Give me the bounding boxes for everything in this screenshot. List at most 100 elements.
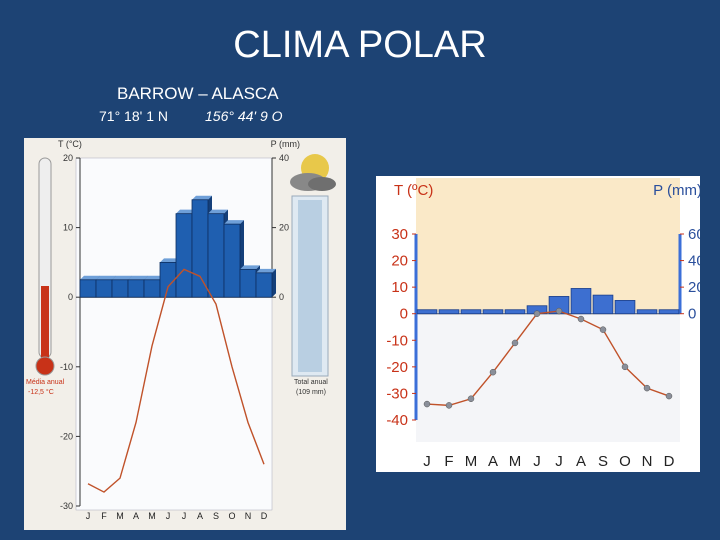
temperature-point bbox=[665, 392, 673, 400]
precipitation-tick-label: 60 bbox=[688, 226, 700, 243]
month-label: A bbox=[133, 511, 139, 521]
precipitation-bar bbox=[111, 279, 129, 298]
rain-gauge-value: (109 mm) bbox=[296, 389, 326, 396]
right-plot-area bbox=[416, 312, 680, 442]
bar-top-face bbox=[128, 275, 148, 280]
month-label: J bbox=[423, 453, 431, 470]
precipitation-tick-label: 20 bbox=[279, 223, 289, 233]
precipitation-bar bbox=[95, 279, 113, 298]
temperature-point bbox=[511, 339, 519, 347]
bar-side-face bbox=[272, 268, 276, 298]
bar-top-face bbox=[240, 265, 260, 270]
temperature-line bbox=[426, 310, 670, 407]
precipitation-tick-label: 0 bbox=[279, 292, 284, 302]
precipitation-bar bbox=[79, 279, 97, 298]
latitude: 71° 18' 1 N bbox=[99, 108, 168, 124]
temperature-tick-label: -30 bbox=[60, 501, 73, 511]
temperature-tick-label: 10 bbox=[63, 223, 73, 233]
precipitation-axis-label: P (mm) bbox=[653, 182, 700, 199]
temperature-point bbox=[423, 400, 431, 408]
bar-top-face bbox=[96, 275, 116, 280]
month-label: O bbox=[228, 511, 235, 521]
month-label: D bbox=[664, 453, 675, 470]
month-label: N bbox=[642, 453, 653, 470]
temperature-point bbox=[489, 368, 497, 376]
month-label: J bbox=[86, 511, 91, 521]
precipitation-bar bbox=[207, 213, 225, 298]
temperature-axis-label: T (°C) bbox=[58, 139, 82, 149]
precipitation-bar bbox=[592, 294, 614, 315]
month-label: F bbox=[444, 453, 453, 470]
right-climograph: 3020100-10-20-30-406040200JFMAMJJASONDT … bbox=[376, 176, 700, 472]
precipitation-tick-label: 0 bbox=[688, 306, 696, 323]
bar-top-face bbox=[112, 275, 132, 280]
precipitation-bar bbox=[191, 199, 209, 298]
temperature-point bbox=[555, 307, 563, 315]
temperature-line bbox=[87, 268, 265, 493]
temperature-tick-label: 10 bbox=[391, 279, 408, 296]
bar-top-face bbox=[192, 195, 212, 200]
bar-top-face bbox=[208, 209, 228, 214]
thermometer-value: -12,5 °C bbox=[28, 388, 54, 396]
precipitation-bar bbox=[223, 223, 241, 298]
month-label: N bbox=[245, 511, 252, 521]
precipitation-bar bbox=[127, 279, 145, 298]
temperature-point bbox=[533, 310, 541, 317]
month-label: A bbox=[197, 511, 203, 521]
temperature-tick-label: -10 bbox=[386, 332, 408, 349]
precipitation-bar bbox=[255, 272, 273, 298]
precipitation-bar bbox=[482, 309, 504, 315]
precipitation-bar bbox=[658, 309, 680, 315]
bar-top-face bbox=[80, 275, 100, 280]
temperature-point bbox=[445, 402, 453, 409]
month-label: A bbox=[488, 453, 498, 470]
month-label: M bbox=[116, 511, 124, 521]
precipitation-bar bbox=[614, 300, 636, 315]
precipitation-bar bbox=[239, 268, 257, 298]
precipitation-bar bbox=[143, 279, 161, 298]
month-label: J bbox=[182, 511, 187, 521]
precipitation-bar bbox=[175, 213, 193, 298]
temperature-point bbox=[621, 363, 629, 371]
bar-top-face bbox=[256, 268, 276, 273]
month-label: S bbox=[598, 453, 608, 470]
temperature-tick-label: 30 bbox=[391, 226, 408, 243]
temperature-tick-label: -20 bbox=[60, 431, 73, 441]
precipitation-tick-label: 40 bbox=[279, 153, 289, 163]
month-label: D bbox=[261, 511, 268, 521]
temperature-tick-label: -40 bbox=[386, 412, 408, 429]
month-label: M bbox=[465, 453, 478, 470]
temperature-tick-label: 20 bbox=[391, 253, 408, 270]
month-label: J bbox=[555, 453, 563, 470]
precipitation-bar bbox=[460, 309, 482, 315]
temperature-tick-label: -10 bbox=[60, 362, 73, 372]
left-plot-area bbox=[75, 157, 273, 511]
thermometer-icon bbox=[35, 157, 55, 376]
temperature-point bbox=[467, 395, 475, 402]
precipitation-bar bbox=[570, 288, 592, 315]
month-label: M bbox=[148, 511, 156, 521]
bar-top-face bbox=[160, 258, 180, 263]
temperature-tick-label: -30 bbox=[386, 385, 408, 402]
thermometer-label: Média anual bbox=[26, 379, 65, 386]
month-label: A bbox=[576, 453, 586, 470]
station-name: BARROW – ALASCA bbox=[117, 84, 279, 103]
month-label: J bbox=[533, 453, 541, 470]
rain-gauge-label: Total anual bbox=[294, 379, 328, 386]
month-label: J bbox=[166, 511, 171, 521]
temperature-point bbox=[643, 384, 651, 392]
precipitation-axis-label: P (mm) bbox=[271, 139, 300, 149]
precipitation-bar bbox=[504, 309, 526, 315]
bar-top-face bbox=[176, 209, 196, 214]
temperature-axis-label: T (ºC) bbox=[394, 182, 433, 199]
temperature-tick-label: 20 bbox=[63, 153, 73, 163]
month-label: S bbox=[213, 511, 219, 521]
month-label: F bbox=[101, 511, 107, 521]
precipitation-bar bbox=[438, 309, 460, 315]
bar-top-face bbox=[144, 275, 164, 280]
cloud-rain-icon bbox=[290, 154, 336, 377]
precipitation-tick-label: 20 bbox=[688, 279, 700, 296]
month-label: O bbox=[619, 453, 631, 470]
temperature-tick-label: 0 bbox=[400, 306, 408, 323]
month-label: M bbox=[509, 453, 522, 470]
